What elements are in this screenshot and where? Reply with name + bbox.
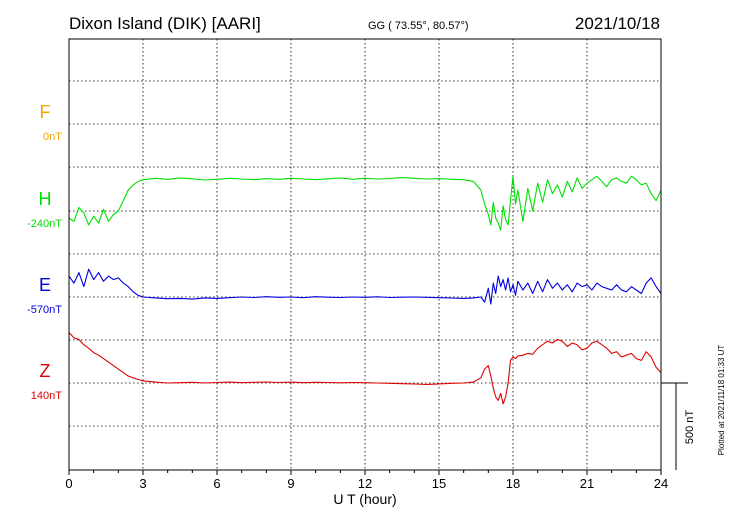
x-tick-label: 12 xyxy=(358,476,372,491)
x-tick-label: 3 xyxy=(139,476,146,491)
series-name-h: H xyxy=(39,189,52,209)
scale-bar-label: 500 nT xyxy=(684,410,696,445)
x-axis-label: U T (hour) xyxy=(333,491,396,507)
series-line-z xyxy=(68,332,662,405)
station-coords: GG ( 73.55°, 80.57°) xyxy=(368,20,469,32)
series-lines xyxy=(68,175,662,405)
series-name-e: E xyxy=(39,275,51,295)
series-name-f: F xyxy=(40,102,51,122)
scale-bar: 500 nT xyxy=(661,382,696,470)
series-offset-h: -240nT xyxy=(27,218,62,230)
x-axis: 0 3 6 9 12 15 18 21 24 xyxy=(65,470,668,491)
series-offset-e: -570nT xyxy=(27,304,62,316)
x-tick-label: 15 xyxy=(432,476,446,491)
series-offset-z: 140nT xyxy=(31,390,62,402)
x-tick-label: 18 xyxy=(506,476,520,491)
series-offset-f: 0nT xyxy=(43,131,62,143)
series-line-h xyxy=(68,175,662,231)
series-name-z: Z xyxy=(40,361,51,381)
x-tick-label: 21 xyxy=(580,476,594,491)
x-tick-label: 6 xyxy=(213,476,220,491)
x-tick-label: 24 xyxy=(654,476,668,491)
grid xyxy=(69,39,661,470)
x-tick-label: 9 xyxy=(287,476,294,491)
plotted-note: Plotted at 2021/11/18 01:33 UT xyxy=(717,345,726,456)
chart-date: 2021/10/18 xyxy=(575,14,660,33)
chart-title: Dixon Island (DIK) [AARI] xyxy=(69,14,261,33)
x-tick-label: 0 xyxy=(65,476,72,491)
series-line-e xyxy=(68,268,662,305)
series-labels: F 0nT H -240nT E -570nT Z 140nT xyxy=(27,102,62,402)
